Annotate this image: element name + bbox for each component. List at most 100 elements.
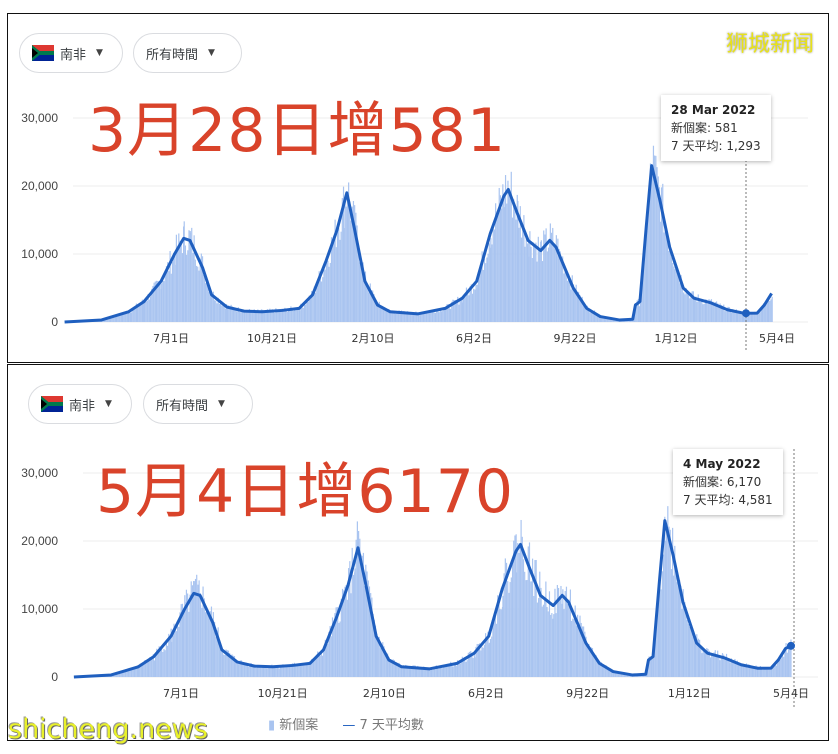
daily-cases-bar: [443, 309, 445, 322]
daily-cases-bar: [366, 571, 368, 677]
daily-cases-bar: [456, 660, 459, 677]
daily-cases-bar: [519, 206, 521, 322]
daily-cases-bar: [470, 651, 472, 677]
daily-cases-bar: [714, 302, 716, 322]
daily-cases-bar: [481, 251, 483, 322]
daily-cases-bar: [330, 237, 333, 322]
daily-cases-bar: [115, 672, 118, 677]
x-tick-label: 7月1日: [153, 332, 189, 345]
daily-cases-bar: [235, 309, 237, 322]
daily-cases-bar: [466, 660, 468, 677]
daily-cases-bar: [206, 609, 208, 677]
daily-cases-bar: [735, 309, 738, 322]
legend: ▮ 新個案 — 7 天平均數: [268, 717, 424, 735]
daily-cases-bar: [477, 643, 479, 677]
daily-cases-bar: [219, 647, 222, 677]
daily-cases-bar: [727, 659, 729, 677]
daily-cases-bar: [291, 308, 293, 322]
daily-cases-bar: [374, 301, 376, 322]
daily-cases-bar: [293, 662, 296, 677]
daily-cases-bar: [718, 657, 720, 677]
legend-avg[interactable]: — 7 天平均數: [342, 717, 424, 735]
daily-cases-bar: [184, 602, 186, 677]
daily-cases-bar: [147, 293, 149, 322]
daily-cases-bar: [478, 643, 481, 677]
daily-cases-bar: [136, 665, 138, 677]
daily-cases-bar: [761, 668, 763, 677]
daily-cases-bar: [348, 568, 350, 677]
daily-cases-bar: [384, 308, 386, 322]
daily-cases-bar: [540, 590, 542, 677]
daily-cases-bar: [234, 309, 236, 322]
daily-cases-bar: [179, 612, 181, 677]
daily-cases-bar: [352, 574, 355, 677]
daily-cases-bar: [169, 636, 171, 677]
daily-cases-bar: [273, 666, 276, 677]
daily-cases-bar: [581, 296, 583, 322]
daily-cases-bar: [668, 250, 670, 322]
daily-cases-bar: [761, 307, 764, 322]
country-dropdown[interactable]: 南非 ▼: [19, 33, 123, 73]
daily-cases-bar: [345, 206, 347, 322]
daily-cases-bar: [174, 628, 176, 677]
daily-cases-bar: [606, 668, 608, 677]
daily-cases-bar: [676, 582, 678, 677]
daily-cases-bar: [332, 243, 334, 322]
daily-cases-bar: [754, 666, 756, 677]
daily-cases-bar: [789, 643, 791, 677]
daily-cases-bar: [367, 287, 369, 322]
daily-cases-bar: [764, 668, 766, 677]
daily-cases-bar: [707, 304, 709, 322]
daily-cases-bar: [637, 298, 640, 322]
daily-cases-bar: [187, 593, 189, 677]
daily-cases-bar: [224, 654, 226, 677]
daily-cases-bar: [772, 665, 774, 677]
daily-cases-bar: [670, 569, 673, 677]
time-range-label: 所有時間: [156, 398, 209, 414]
daily-cases-bar: [131, 312, 133, 322]
daily-cases-bar: [688, 291, 690, 322]
x-tick-label: 2月10日: [352, 332, 395, 345]
daily-cases-bar: [434, 669, 436, 677]
daily-cases-bar: [546, 606, 548, 677]
daily-cases-bar: [161, 283, 163, 322]
watermark-bottom: shicheng.news: [8, 714, 208, 745]
daily-cases-bar: [509, 191, 511, 322]
daily-cases-bar: [357, 246, 359, 322]
daily-cases-bar: [261, 666, 263, 677]
daily-cases-bar: [260, 309, 263, 322]
daily-cases-bar: [462, 657, 465, 677]
daily-cases-bar: [439, 665, 441, 677]
daily-cases-bar: [731, 312, 733, 322]
daily-cases-bar: [279, 667, 282, 677]
daily-cases-bar: [133, 307, 135, 322]
daily-cases-bar: [475, 646, 477, 677]
daily-cases-bar: [236, 662, 238, 677]
country-dropdown[interactable]: 南非 ▼: [28, 384, 132, 424]
daily-cases-bar: [635, 306, 637, 322]
daily-cases-bar: [204, 283, 207, 322]
time-range-dropdown[interactable]: 所有時間 ▼: [143, 384, 253, 424]
daily-cases-bar: [767, 667, 769, 677]
daily-cases-bar: [551, 613, 553, 677]
daily-cases-bar: [217, 297, 219, 322]
daily-cases-bar: [311, 290, 313, 322]
daily-cases-bar: [452, 666, 454, 677]
daily-cases-bar: [226, 306, 229, 322]
daily-cases-bar: [447, 304, 449, 322]
daily-cases-bar: [231, 654, 233, 677]
daily-cases-bar: [338, 228, 340, 322]
daily-cases-bar: [655, 622, 657, 677]
time-range-dropdown[interactable]: 所有時間 ▼: [133, 33, 242, 73]
daily-cases-bar: [323, 266, 325, 322]
daily-cases-bar: [391, 661, 393, 677]
daily-cases-bar: [779, 659, 781, 677]
daily-cases-bar: [145, 301, 147, 322]
daily-cases-bar: [579, 615, 581, 677]
daily-cases-bar: [691, 291, 693, 322]
legend-new-cases[interactable]: ▮ 新個案: [268, 717, 318, 735]
daily-cases-bar: [424, 313, 426, 322]
daily-cases-bar: [553, 245, 555, 322]
daily-cases-bar: [383, 646, 385, 677]
daily-cases-bar: [382, 308, 384, 322]
